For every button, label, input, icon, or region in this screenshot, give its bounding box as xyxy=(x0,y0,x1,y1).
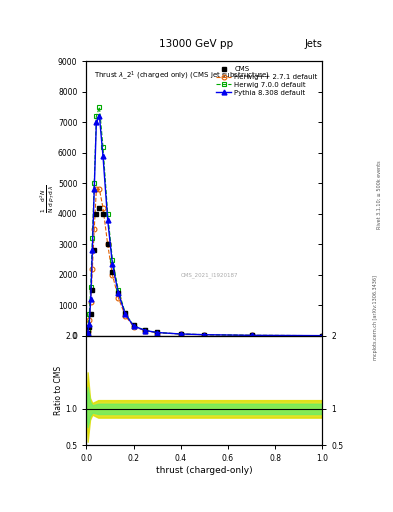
Herwig++ 2.7.1 default xyxy=(110,272,115,278)
Line: Pythia 8.308 default: Pythia 8.308 default xyxy=(85,114,325,338)
Line: Herwig 7.0.0 default: Herwig 7.0.0 default xyxy=(85,105,325,338)
CMS xyxy=(110,269,115,275)
Herwig++ 2.7.1 default xyxy=(97,186,102,193)
Herwig 7.0.0 default xyxy=(101,144,105,150)
Herwig 7.0.0 default xyxy=(97,104,102,110)
Text: Thrust $\lambda$_2$^1$ (charged only) (CMS jet substructure): Thrust $\lambda$_2$^1$ (charged only) (C… xyxy=(94,70,270,82)
Herwig++ 2.7.1 default xyxy=(131,324,136,330)
Herwig 7.0.0 default xyxy=(116,287,121,293)
Legend: CMS, Herwig++ 2.7.1 default, Herwig 7.0.0 default, Pythia 8.308 default: CMS, Herwig++ 2.7.1 default, Herwig 7.0.… xyxy=(215,65,319,97)
Herwig 7.0.0 default xyxy=(94,113,99,119)
Herwig++ 2.7.1 default xyxy=(320,333,325,339)
Text: mcplots.cern.ch [arXiv:1306.3436]: mcplots.cern.ch [arXiv:1306.3436] xyxy=(373,275,378,360)
Herwig 7.0.0 default xyxy=(202,332,207,338)
Herwig 7.0.0 default xyxy=(92,180,97,186)
Herwig++ 2.7.1 default xyxy=(143,328,148,334)
Pythia 8.308 default xyxy=(105,217,110,223)
Text: 13000 GeV pp: 13000 GeV pp xyxy=(160,38,233,49)
Herwig++ 2.7.1 default xyxy=(87,317,92,324)
Pythia 8.308 default xyxy=(178,331,183,337)
Herwig++ 2.7.1 default xyxy=(88,299,93,305)
Text: Jets: Jets xyxy=(305,38,322,49)
Herwig++ 2.7.1 default xyxy=(123,313,128,319)
Pythia 8.308 default xyxy=(101,153,105,159)
Herwig 7.0.0 default xyxy=(249,332,254,338)
CMS xyxy=(178,331,183,337)
CMS xyxy=(105,241,110,247)
Pythia 8.308 default xyxy=(87,321,92,327)
Herwig 7.0.0 default xyxy=(143,327,148,333)
Herwig++ 2.7.1 default xyxy=(178,331,183,337)
Pythia 8.308 default xyxy=(110,261,115,267)
Pythia 8.308 default xyxy=(143,328,148,334)
Pythia 8.308 default xyxy=(155,329,160,335)
Herwig 7.0.0 default xyxy=(178,331,183,337)
Pythia 8.308 default xyxy=(320,333,325,339)
Pythia 8.308 default xyxy=(85,330,90,336)
Herwig++ 2.7.1 default xyxy=(101,205,105,211)
Herwig 7.0.0 default xyxy=(85,327,90,333)
CMS xyxy=(88,311,93,317)
CMS xyxy=(320,332,325,338)
Herwig++ 2.7.1 default xyxy=(155,330,160,336)
Herwig++ 2.7.1 default xyxy=(90,266,95,272)
CMS xyxy=(123,310,128,316)
CMS xyxy=(202,331,207,337)
Pythia 8.308 default xyxy=(92,186,97,193)
Pythia 8.308 default xyxy=(88,296,93,302)
Herwig++ 2.7.1 default xyxy=(92,226,97,232)
Pythia 8.308 default xyxy=(249,332,254,338)
Pythia 8.308 default xyxy=(131,323,136,329)
CMS xyxy=(249,332,254,338)
Line: CMS: CMS xyxy=(86,206,324,337)
Herwig 7.0.0 default xyxy=(105,211,110,217)
Herwig 7.0.0 default xyxy=(320,333,325,339)
Herwig 7.0.0 default xyxy=(131,323,136,329)
Herwig 7.0.0 default xyxy=(123,310,128,316)
Text: Rivet 3.1.10; ≥ 500k events: Rivet 3.1.10; ≥ 500k events xyxy=(377,160,382,229)
Herwig 7.0.0 default xyxy=(88,284,93,290)
CMS xyxy=(97,205,102,211)
X-axis label: thrust (charged-only): thrust (charged-only) xyxy=(156,466,253,475)
Herwig 7.0.0 default xyxy=(90,235,95,241)
CMS xyxy=(101,211,105,217)
CMS xyxy=(94,211,99,217)
CMS xyxy=(143,327,148,333)
CMS xyxy=(87,324,92,330)
Herwig 7.0.0 default xyxy=(87,311,92,317)
Pythia 8.308 default xyxy=(116,290,121,296)
Pythia 8.308 default xyxy=(97,113,102,119)
Line: Herwig++ 2.7.1 default: Herwig++ 2.7.1 default xyxy=(85,187,325,338)
CMS xyxy=(85,330,90,336)
Pythia 8.308 default xyxy=(202,332,207,338)
Pythia 8.308 default xyxy=(123,311,128,317)
CMS xyxy=(116,290,121,296)
Y-axis label: $\frac{1}{\mathrm{N}}\,\frac{\mathrm{d}^2 N}{\mathrm{d}\,p_T\,\mathrm{d}\,\lambd: $\frac{1}{\mathrm{N}}\,\frac{\mathrm{d}^… xyxy=(39,184,57,213)
Text: CMS_2021_I1920187: CMS_2021_I1920187 xyxy=(180,272,238,278)
Herwig 7.0.0 default xyxy=(110,257,115,263)
Herwig++ 2.7.1 default xyxy=(94,186,99,193)
Y-axis label: Ratio to CMS: Ratio to CMS xyxy=(53,366,62,415)
CMS xyxy=(131,322,136,328)
Pythia 8.308 default xyxy=(90,247,95,253)
CMS xyxy=(90,287,95,293)
Herwig++ 2.7.1 default xyxy=(202,332,207,338)
Herwig++ 2.7.1 default xyxy=(249,332,254,338)
Herwig++ 2.7.1 default xyxy=(116,294,121,301)
Pythia 8.308 default xyxy=(94,119,99,125)
CMS xyxy=(92,247,97,253)
Herwig 7.0.0 default xyxy=(155,329,160,335)
CMS xyxy=(155,329,160,335)
Herwig++ 2.7.1 default xyxy=(85,328,90,334)
Herwig++ 2.7.1 default xyxy=(105,241,110,247)
